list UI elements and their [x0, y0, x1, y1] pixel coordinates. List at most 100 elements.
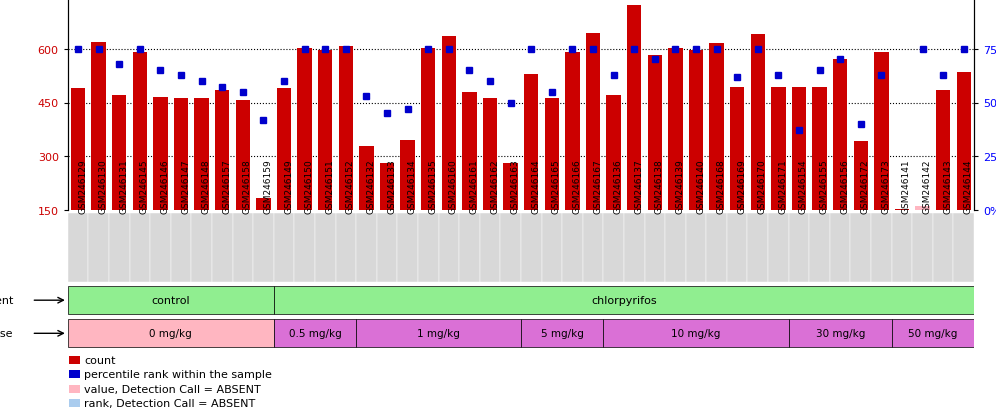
Bar [771, 88, 786, 211]
Text: 1 mg/kg: 1 mg/kg [417, 328, 460, 339]
Bar [689, 51, 703, 211]
Text: GSM246164: GSM246164 [531, 159, 540, 214]
Text: GSM246152: GSM246152 [346, 159, 355, 214]
Text: GSM246160: GSM246160 [449, 159, 458, 214]
Bar [851, 214, 872, 282]
Text: agent: agent [0, 295, 13, 306]
Bar [277, 89, 291, 211]
Bar [521, 320, 604, 347]
Bar [891, 320, 974, 347]
Bar [604, 320, 789, 347]
Bar [747, 214, 768, 282]
Text: GSM246167: GSM246167 [593, 159, 602, 214]
Bar [607, 95, 621, 211]
Text: GSM246141: GSM246141 [902, 159, 911, 214]
Bar [69, 356, 80, 364]
Bar [71, 89, 86, 211]
Bar [274, 214, 295, 282]
Text: GSM246155: GSM246155 [820, 159, 829, 214]
Text: dose: dose [0, 328, 13, 339]
Bar [132, 53, 147, 211]
Text: GSM246133: GSM246133 [387, 159, 396, 214]
Text: 5 mg/kg: 5 mg/kg [541, 328, 584, 339]
Text: GSM246157: GSM246157 [222, 159, 231, 214]
Text: GSM246132: GSM246132 [367, 159, 375, 214]
Text: GSM246136: GSM246136 [614, 159, 622, 214]
Text: GSM246168: GSM246168 [716, 159, 726, 214]
Text: GSM246148: GSM246148 [201, 159, 210, 214]
Text: GSM246173: GSM246173 [881, 159, 890, 214]
Text: rank, Detection Call = ABSENT: rank, Detection Call = ABSENT [84, 398, 255, 408]
Bar [706, 214, 727, 282]
Bar [668, 49, 682, 211]
Text: GSM246169: GSM246169 [737, 159, 746, 214]
Text: GSM246170: GSM246170 [758, 159, 767, 214]
Bar [298, 49, 312, 211]
Bar [768, 214, 789, 282]
Bar [623, 214, 644, 282]
Text: GSM246171: GSM246171 [779, 159, 788, 214]
Bar [68, 214, 89, 282]
Text: GSM246142: GSM246142 [922, 159, 931, 214]
Bar [318, 51, 333, 211]
Text: GSM246143: GSM246143 [943, 159, 952, 214]
Bar [438, 214, 459, 282]
Text: GSM246158: GSM246158 [243, 159, 252, 214]
Bar [357, 320, 521, 347]
Bar [830, 214, 851, 282]
Text: GSM246165: GSM246165 [552, 159, 561, 214]
Text: value, Detection Call = ABSENT: value, Detection Call = ABSENT [84, 384, 261, 394]
Text: 0 mg/kg: 0 mg/kg [149, 328, 192, 339]
Bar [789, 320, 891, 347]
Bar [232, 214, 253, 282]
Bar [565, 52, 580, 211]
Bar [545, 99, 559, 211]
Bar [274, 287, 974, 314]
Bar [854, 142, 868, 211]
Bar [174, 99, 188, 211]
Bar [647, 56, 662, 211]
Bar [212, 214, 232, 282]
Bar [894, 210, 909, 211]
Text: GSM246138: GSM246138 [654, 159, 663, 214]
Bar [129, 214, 150, 282]
Bar [789, 214, 810, 282]
Bar [933, 214, 953, 282]
Bar [69, 399, 80, 407]
Bar [874, 52, 888, 211]
Text: GSM246159: GSM246159 [263, 159, 273, 214]
Bar [627, 6, 641, 211]
Bar [915, 206, 930, 211]
Bar [397, 214, 418, 282]
Bar [792, 88, 806, 211]
Bar [170, 214, 191, 282]
Text: GSM246145: GSM246145 [139, 159, 148, 214]
Bar [459, 214, 480, 282]
Bar [810, 214, 830, 282]
Bar [833, 59, 848, 211]
Bar [379, 164, 394, 211]
Bar [194, 99, 209, 211]
Bar [665, 214, 685, 282]
Text: GSM246134: GSM246134 [407, 159, 416, 214]
Bar [400, 141, 414, 211]
Text: GSM246146: GSM246146 [160, 159, 169, 214]
Bar [274, 320, 357, 347]
Bar [357, 214, 376, 282]
Bar [583, 214, 604, 282]
Bar [586, 34, 601, 211]
Bar [339, 47, 353, 211]
Text: GSM246135: GSM246135 [428, 159, 437, 214]
Bar [191, 214, 212, 282]
Bar [418, 214, 438, 282]
Bar [521, 214, 542, 282]
Bar [68, 287, 274, 314]
Bar [360, 146, 374, 211]
Text: GSM246140: GSM246140 [696, 159, 705, 214]
Bar [644, 214, 665, 282]
Text: GSM246131: GSM246131 [120, 159, 128, 214]
Text: GSM246151: GSM246151 [326, 159, 335, 214]
Bar [936, 91, 950, 211]
Bar [483, 99, 497, 211]
Text: 30 mg/kg: 30 mg/kg [816, 328, 865, 339]
